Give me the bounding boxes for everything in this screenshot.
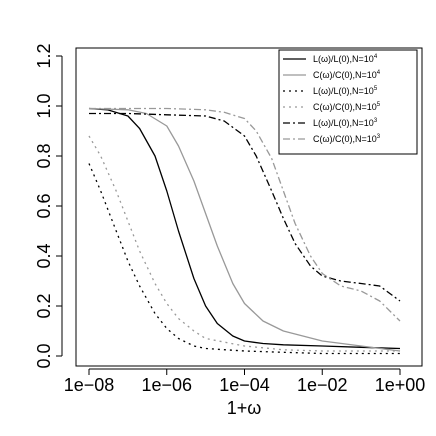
legend-label-1: C(ω)/C(0),N=104: [313, 70, 381, 80]
x-tick-label: 1e−04: [219, 375, 270, 395]
legend-label-3: C(ω)/C(0),N=105: [313, 102, 381, 112]
x-tick-label: 1e+00: [375, 375, 426, 395]
series-line-1: [88, 107, 401, 352]
x-tick-label: 1e−02: [297, 375, 348, 395]
series-line-5: [89, 107, 401, 322]
x-tick-label: 1e−06: [141, 375, 192, 395]
series-line-0: [88, 107, 401, 350]
legend-box: [278, 49, 418, 155]
y-tick-label: 0.4: [34, 243, 54, 268]
x-axis: 1e−08 1e−06 1e−04 1e−02 1e+00: [64, 368, 426, 395]
x-tick-label: 1e−08: [64, 375, 115, 395]
y-tick-label: 1.0: [34, 93, 54, 118]
x-axis-title: 1+ω: [227, 398, 262, 418]
series-layer: [88, 107, 401, 355]
y-axis: 0.0 0.2 0.4 0.6 0.8 1.0 1.2: [34, 43, 63, 369]
legend-label-2: L(ω)/L(0),N=105: [313, 86, 378, 96]
y-tick-label: 0.6: [34, 193, 54, 218]
y-tick-label: 0.8: [34, 143, 54, 168]
series-line-3: [88, 135, 400, 352]
y-tick-label: 1.2: [34, 43, 54, 68]
legend: L(ω)/L(0),N=104 C(ω)/C(0),N=104 L(ω)/L(0),…: [278, 49, 418, 155]
legend-label-5: C(ω)/C(0),N=103: [313, 134, 381, 144]
series-line-2: [88, 163, 400, 355]
legend-label-4: L(ω)/L(0),N=103: [313, 118, 378, 128]
plot-frame: [75, 47, 423, 367]
y-tick-label: 0.0: [34, 343, 54, 368]
legend-label-0: L(ω)/L(0),N=104: [313, 54, 378, 64]
y-tick-label: 0.2: [34, 293, 54, 318]
